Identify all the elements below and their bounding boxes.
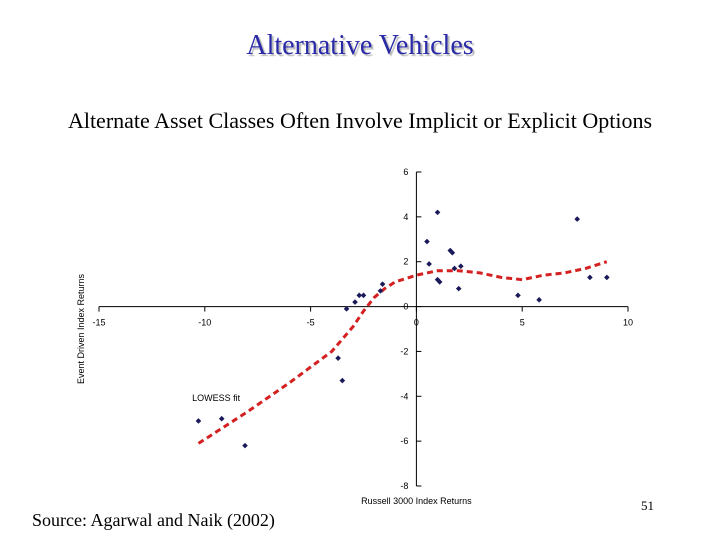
slide-subtitle: Alternate Asset Classes Often Involve Im… [67, 108, 653, 133]
data-point [352, 299, 358, 305]
lowess-annotation: LOWESS fit [192, 393, 241, 403]
y-tick-label: -4 [400, 391, 408, 401]
data-point [574, 216, 581, 222]
data-point [451, 265, 458, 272]
scatter-points-group [195, 209, 610, 449]
lowess-fit-group [197, 260, 608, 445]
y-tick-label: 2 [403, 257, 408, 267]
y-tick-label: -8 [400, 481, 408, 491]
x-tick-label: 5 [520, 318, 525, 328]
data-point [458, 263, 464, 269]
data-point [218, 415, 225, 422]
y-axis-label: Event Driven Index Returns [76, 273, 86, 384]
x-axis-label: Russell 3000 Index Returns [361, 496, 472, 506]
data-point [434, 276, 441, 283]
page-number: 51 [641, 498, 654, 513]
data-point [360, 292, 367, 299]
x-tick-label: -5 [307, 318, 315, 328]
data-point [335, 355, 341, 361]
y-tick-label: 0 [403, 302, 408, 312]
x-tick-label: -10 [198, 318, 211, 328]
slide-title: Alternative Vehicles [246, 30, 474, 61]
x-tick-label: -15 [92, 318, 105, 328]
data-point [434, 209, 441, 216]
data-point [424, 238, 430, 245]
x-tick-label: 10 [623, 318, 633, 328]
source-citation: Source: Agarwal and Naik (2002) [32, 510, 275, 530]
data-point [604, 274, 610, 281]
lowess-fit-line [197, 260, 608, 445]
y-tick-label: 4 [403, 212, 408, 222]
y-tick-label: 6 [403, 167, 408, 177]
y-tick-label: -6 [400, 436, 408, 446]
chart-axes: -15 -10 -5 0 5 10 -8 -6 -4 -2 0 2 4 6 [92, 167, 633, 491]
data-point [426, 261, 432, 267]
data-point [242, 442, 248, 449]
data-point [436, 279, 443, 285]
data-point [343, 306, 350, 312]
data-point [356, 292, 363, 299]
data-point [455, 285, 462, 292]
data-point [195, 418, 202, 424]
data-point [377, 288, 384, 294]
data-point [587, 274, 593, 281]
x-tick-label: 0 [414, 318, 419, 328]
data-point [449, 249, 456, 256]
data-point [379, 281, 386, 287]
data-point [515, 292, 521, 299]
data-point [536, 297, 542, 303]
data-point [339, 377, 346, 384]
y-tick-label: -2 [400, 346, 408, 356]
